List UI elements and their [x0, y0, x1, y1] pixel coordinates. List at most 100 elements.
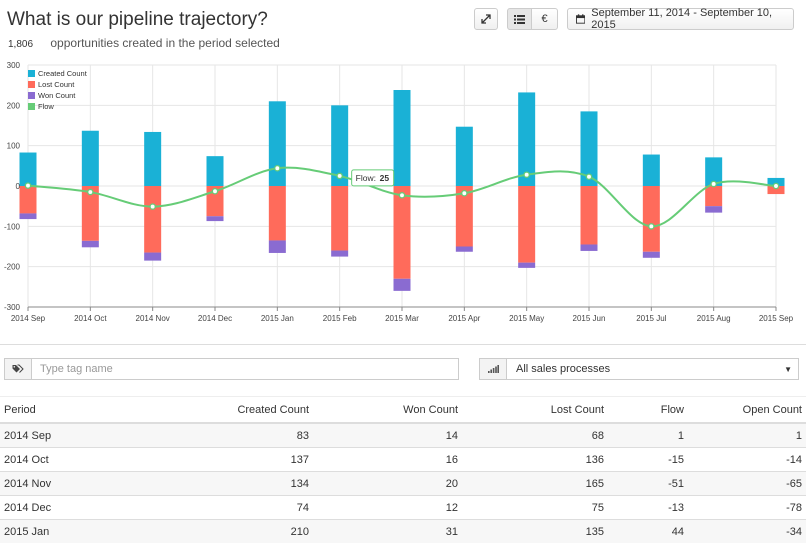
x-tick-label: 2015 Sep — [759, 314, 794, 323]
pipeline-chart: 300 200 100 0 -100 -200 -300 2014 Sep 2014 Oct 20… — [4, 61, 794, 323]
table-row[interactable]: 2014 Sep 83 14 68 1 1 — [0, 422, 806, 448]
section-divider — [0, 344, 806, 345]
cell-open: -65 — [688, 471, 806, 496]
col-created-count[interactable]: Created Count — [148, 396, 313, 424]
flow-point — [585, 173, 593, 180]
legend-swatch — [28, 92, 35, 99]
tag-search-input[interactable] — [32, 362, 442, 376]
bar-lost-count — [268, 186, 286, 241]
bar-created-count — [393, 90, 411, 186]
legend-swatch — [28, 81, 35, 88]
bar-created-count — [455, 126, 473, 186]
bar-lost-count — [331, 186, 349, 251]
flow-point — [274, 165, 281, 172]
calendar-icon — [576, 14, 586, 24]
bar-won-count — [19, 213, 37, 220]
x-tick-label: 2015 Mar — [385, 314, 419, 323]
date-range-picker[interactable]: September 11, 2014 - September 10, 2015 — [567, 7, 794, 31]
flow-point — [87, 188, 94, 196]
col-won-count[interactable]: Won Count — [313, 396, 462, 424]
cell-open: -34 — [688, 519, 806, 543]
tag-filter[interactable] — [4, 358, 459, 380]
cell-flow: -51 — [608, 471, 688, 496]
bar-lost-count — [393, 186, 411, 279]
bar-created-count — [19, 152, 37, 186]
flow-point — [461, 190, 468, 197]
signal-bars-icon — [480, 359, 507, 379]
flow-point — [398, 192, 406, 199]
flow-point — [24, 182, 32, 189]
y-tick-label: -200 — [4, 263, 21, 272]
flow-tooltip-value: 25 — [380, 173, 390, 183]
cell-created: 137 — [148, 447, 313, 472]
bar-lost-count — [144, 186, 162, 253]
cell-lost: 68 — [462, 422, 608, 448]
cell-created: 74 — [148, 495, 313, 520]
cell-flow: -13 — [608, 495, 688, 520]
bar-won-count — [455, 246, 473, 252]
caret-down-icon: ▼ — [784, 364, 792, 374]
x-tick-label: 2015 Jan — [261, 314, 294, 323]
cell-won: 20 — [313, 471, 462, 496]
sales-process-select[interactable]: All sales processes ▼ — [479, 358, 799, 380]
x-tick-label: 2015 May — [509, 314, 544, 323]
table-row[interactable]: 2014 Oct 137 16 136 -15 -14 — [0, 447, 806, 472]
expand-button[interactable] — [474, 8, 498, 30]
expand-icon — [481, 14, 491, 24]
x-tick-label: 2014 Oct — [74, 314, 107, 323]
currency-button[interactable]: € — [531, 8, 558, 30]
y-tick-label: 0 — [16, 182, 21, 191]
col-lost-count[interactable]: Lost Count — [462, 396, 608, 424]
sales-process-value: All sales processes — [516, 363, 611, 375]
bar-won-count — [268, 240, 286, 253]
cell-won: 31 — [313, 519, 462, 543]
flow-point — [710, 180, 717, 188]
table-row[interactable]: 2014 Dec 74 12 75 -13 -78 — [0, 495, 806, 520]
cell-lost: 165 — [462, 471, 608, 496]
y-tick-label: 300 — [7, 61, 21, 70]
bar-won-count — [81, 240, 99, 248]
flow-point — [211, 187, 219, 195]
table-row[interactable]: 2015 Jan 210 31 135 44 -34 — [0, 519, 806, 543]
legend-label: Lost Count — [38, 80, 75, 89]
x-tick-label: 2014 Dec — [198, 314, 232, 323]
bar-won-count — [580, 244, 598, 251]
flow-point — [149, 203, 156, 210]
table-row[interactable]: 2014 Nov 134 20 165 -51 -65 — [0, 471, 806, 496]
legend-label: Won Count — [38, 91, 76, 100]
cell-created: 83 — [148, 422, 313, 448]
col-open-count[interactable]: Open Count — [688, 396, 806, 424]
pipeline-table: Period Created Count Won Count Lost Coun… — [0, 396, 806, 543]
legend-label: Flow — [38, 102, 54, 111]
flow-point — [523, 171, 530, 178]
cell-lost: 135 — [462, 519, 608, 543]
col-flow[interactable]: Flow — [608, 396, 688, 424]
cell-flow: -15 — [608, 447, 688, 472]
bar-won-count — [144, 252, 162, 261]
cell-created: 210 — [148, 519, 313, 543]
col-period[interactable]: Period — [0, 396, 148, 424]
y-tick-label: -100 — [4, 222, 21, 231]
x-tick-label: 2015 Aug — [697, 314, 731, 323]
flow-tooltip — [351, 169, 395, 187]
y-tick-label: -300 — [4, 303, 21, 312]
bar-created-count — [705, 157, 723, 186]
bar-won-count — [393, 278, 411, 291]
table-header-row: Period Created Count Won Count Lost Coun… — [0, 396, 806, 424]
list-view-button[interactable] — [507, 8, 532, 30]
opportunity-count: 1,806 — [8, 39, 34, 50]
bar-won-count — [331, 250, 349, 257]
x-tick-label: 2015 Jun — [573, 314, 606, 323]
flow-tooltip-label: Flow: — [356, 173, 376, 183]
list-icon — [514, 14, 525, 24]
cell-won: 16 — [313, 447, 462, 472]
legend-label: Created Count — [38, 69, 88, 78]
bar-lost-count — [705, 186, 723, 207]
bar-lost-count — [19, 186, 37, 214]
cell-flow: 44 — [608, 519, 688, 543]
x-tick-label: 2014 Sep — [11, 314, 46, 323]
flow-point — [772, 182, 780, 190]
bar-won-count — [642, 251, 660, 258]
flow-point — [648, 223, 655, 230]
bar-created-count — [767, 177, 785, 186]
